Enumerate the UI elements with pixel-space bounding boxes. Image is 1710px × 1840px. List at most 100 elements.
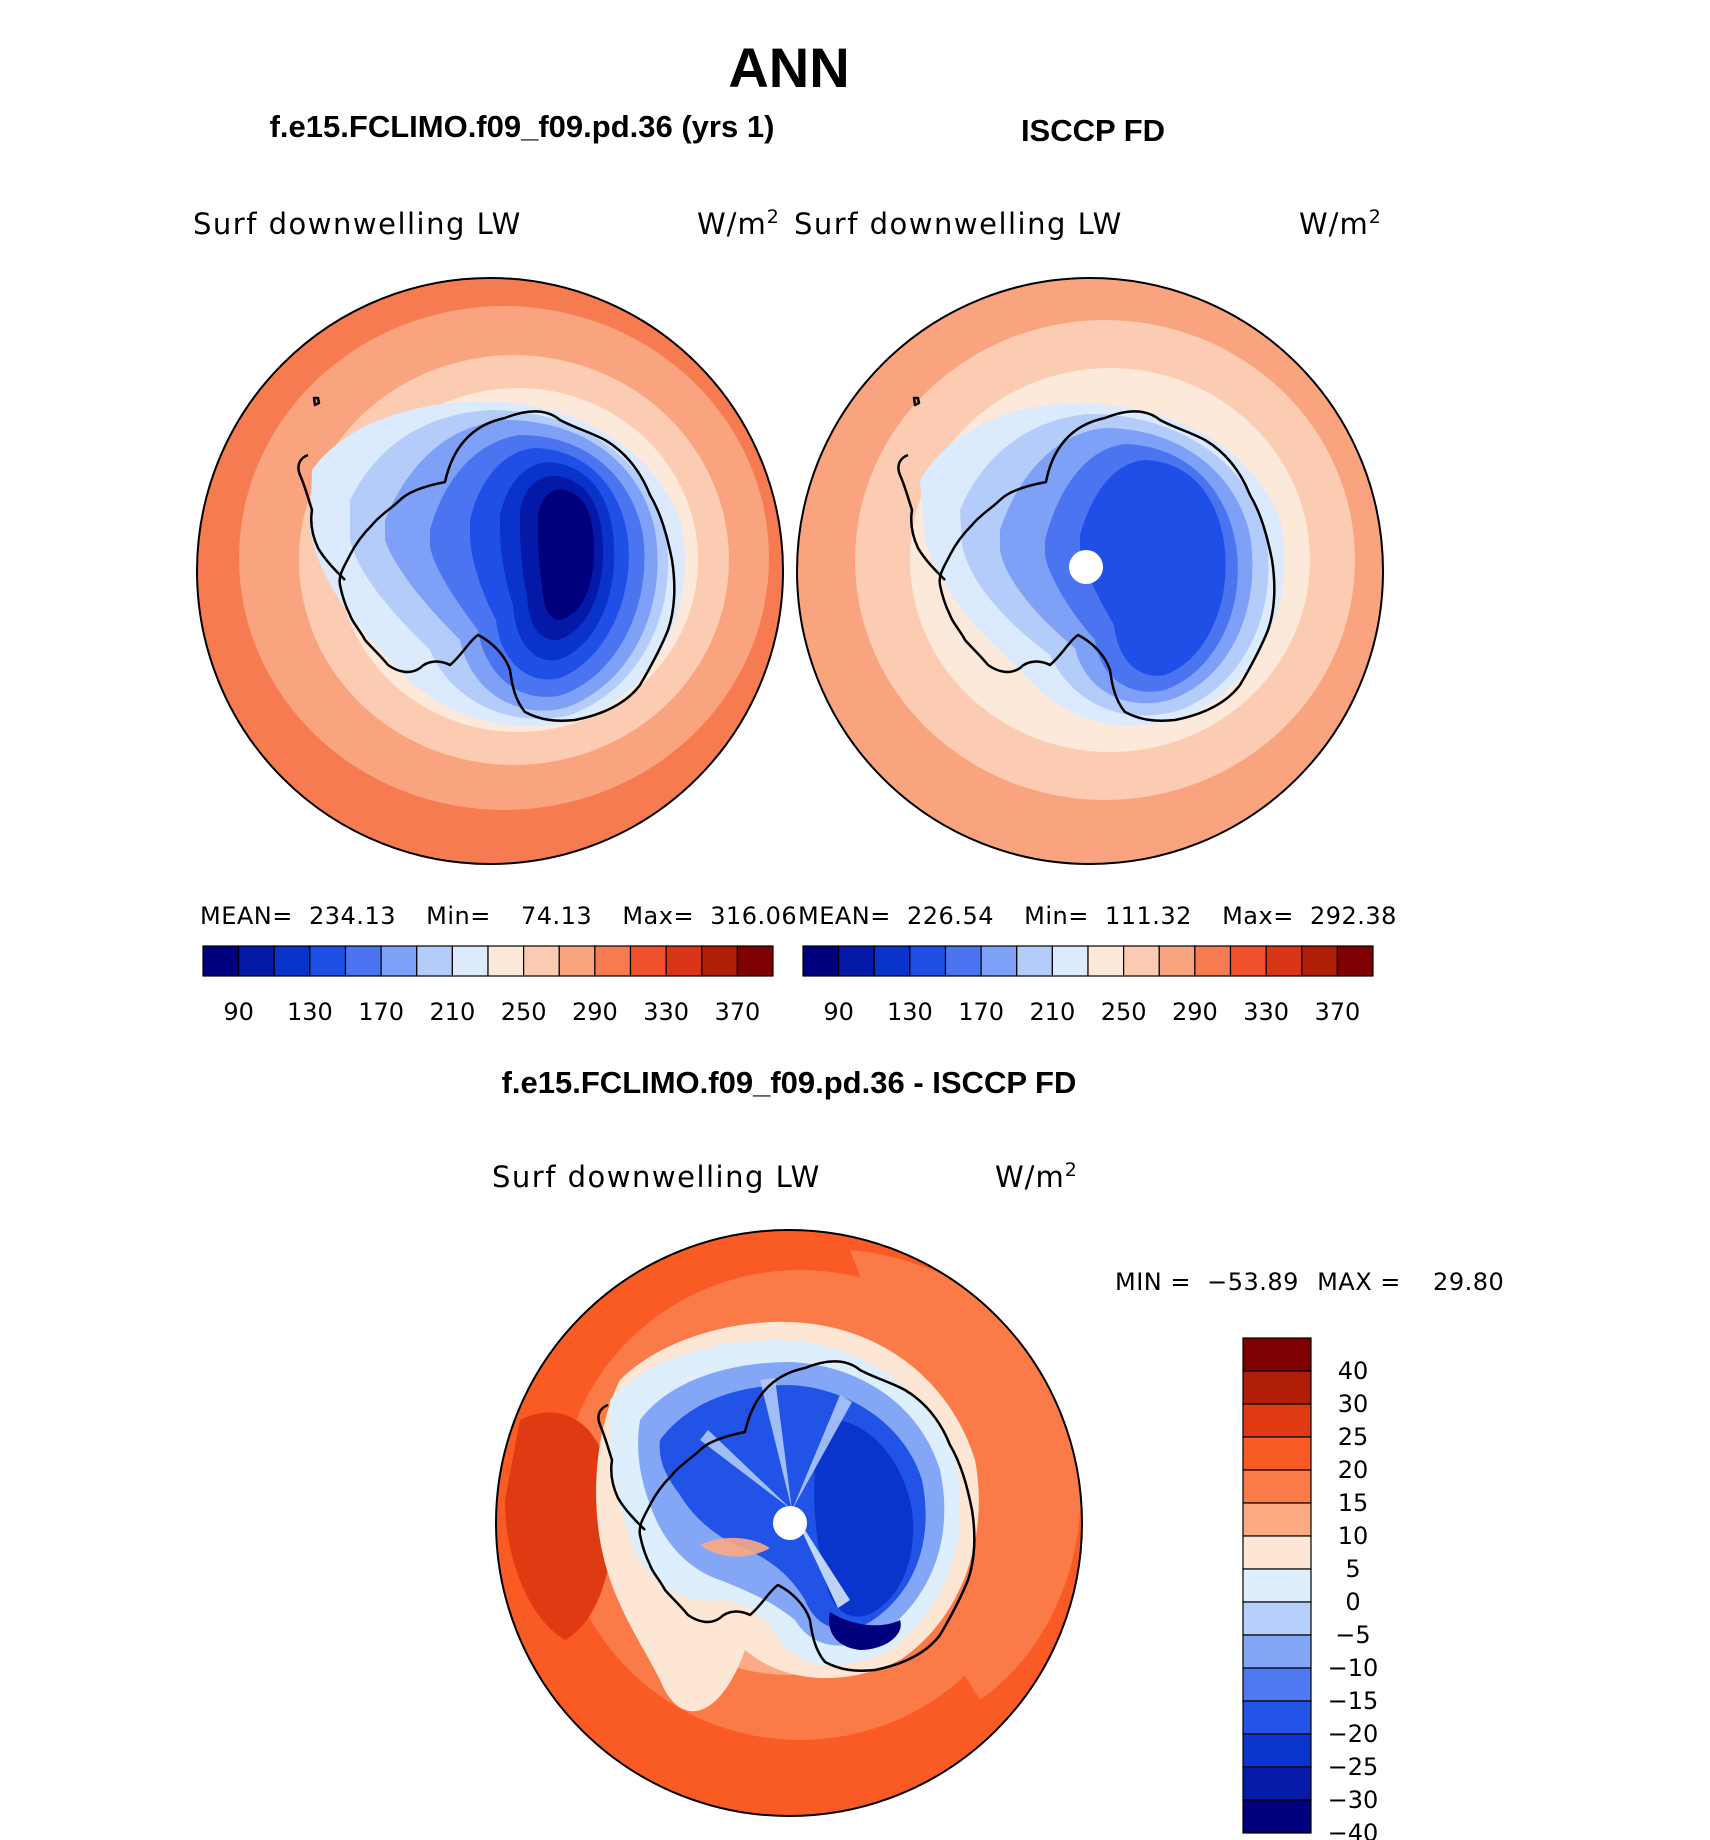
colorbar-obs-label: 370 [1314, 998, 1360, 1026]
colorbar-diff-label: −15 [1328, 1687, 1379, 1715]
colorbar-obs-label: 210 [1029, 998, 1075, 1026]
panel-obs-stats: MEAN= 226.54 Min= 111.32 Max= 292.38 [798, 902, 1397, 930]
colorbar-model-box-8 [487, 945, 525, 977]
colorbar-obs-box-9 [1123, 945, 1160, 977]
colorbar-diff-box-7 [1242, 1568, 1312, 1603]
colorbar-diff-box-2 [1242, 1403, 1312, 1438]
colorbar-model: 90 130 170 210 250 290 330 370 [202, 945, 774, 1026]
colorbar-obs-label: 330 [1243, 998, 1289, 1026]
panel-diff-units: W/m2 [995, 1159, 1078, 1194]
colorbar-diff-label: −10 [1328, 1654, 1379, 1682]
colorbar-model-label: 290 [572, 998, 618, 1026]
panel-obs-heading: ISCCP FD [1021, 113, 1165, 148]
map-diff-streak-3 [792, 1510, 850, 1608]
map-obs-island [912, 396, 921, 407]
colorbar-obs-box-13 [1265, 945, 1303, 977]
colorbar-obs-box-12 [1229, 945, 1267, 977]
colorbar-model-box-2 [273, 945, 311, 977]
colorbar-obs-box-3 [909, 945, 947, 977]
colorbar-model-box-9 [523, 945, 560, 977]
colorbar-obs-box-1 [838, 945, 875, 977]
colorbar-obs-box-8 [1087, 945, 1125, 977]
colorbar-diff-label: 30 [1338, 1390, 1369, 1418]
colorbar-diff-box-0 [1242, 1337, 1312, 1372]
map-obs-peninsula [897, 453, 946, 581]
colorbar-diff-box-14 [1242, 1799, 1312, 1834]
colorbar-diff-label: 15 [1338, 1489, 1369, 1517]
colorbar-model-box-13 [665, 945, 703, 977]
panel-diff-heading: f.e15.FCLIMO.f09_f09.pd.36 - ISCCP FD [502, 1065, 1077, 1100]
panel-model-units: W/m2 [697, 206, 780, 241]
colorbar-obs-box-0 [802, 945, 840, 977]
colorbar-model-label: 250 [501, 998, 547, 1026]
colorbar-obs: 90 130 170 210 250 290 330 370 [802, 945, 1374, 1026]
colorbar-obs-label: 250 [1101, 998, 1147, 1026]
colorbar-obs-label: 170 [958, 998, 1004, 1026]
panel-obs: ISCCP FD Surf downwelling LW W/m2 MEAN= … [794, 113, 1397, 1026]
map-diff-peninsula [597, 1403, 646, 1531]
colorbar-diff-box-1 [1242, 1370, 1312, 1405]
colorbar-diff-box-8 [1242, 1601, 1312, 1636]
colorbar-obs-box-6 [1016, 945, 1053, 977]
map-obs-rim [796, 277, 1384, 865]
colorbar-diff-label: 5 [1345, 1555, 1360, 1583]
map-obs [797, 278, 1383, 864]
colorbar-model-box-0 [202, 945, 240, 977]
panel-model-stats: MEAN= 234.13 Min= 74.13 Max= 316.06 [200, 902, 797, 930]
colorbar-diff-label: −5 [1335, 1621, 1370, 1649]
map-diff-rim [495, 1229, 1083, 1817]
colorbar-diff-box-3 [1242, 1436, 1312, 1471]
colorbar-obs-box-14 [1301, 945, 1338, 977]
panel-diff-minmax: MIN = −53.89 MAX = 29.80 [1115, 1268, 1504, 1296]
map-diff-band-west [505, 1412, 613, 1640]
colorbar-model-label: 130 [287, 998, 333, 1026]
colorbar-model-label: 170 [358, 998, 404, 1026]
map-diff-band-neg30 [814, 1420, 914, 1617]
colorbar-obs-box-4 [944, 945, 982, 977]
main-title: ANN [728, 36, 849, 99]
map-diff-streak-5 [700, 1537, 770, 1557]
map-model-coastline [338, 410, 676, 722]
colorbar-diff-label: 25 [1338, 1423, 1369, 1451]
colorbar-diff: 40 30 25 20 15 10 5 0 −5 −10 −15 −20 −25 −30 −40 [1242, 1337, 1379, 1840]
map-obs-coastline [938, 410, 1276, 722]
colorbar-model-box-6 [416, 945, 453, 977]
panel-diff: f.e15.FCLIMO.f09_f09.pd.36 - ISCCP FD Su… [492, 1065, 1504, 1840]
map-diff-streak-1 [760, 1378, 792, 1510]
map-diff-streak-2 [792, 1395, 852, 1510]
colorbar-diff-box-11 [1242, 1700, 1312, 1735]
colorbar-obs-label: 130 [887, 998, 933, 1026]
colorbar-diff-box-5 [1242, 1502, 1312, 1537]
colorbar-model-label: 370 [714, 998, 760, 1026]
panel-diff-variable: Surf downwelling LW [492, 1160, 821, 1194]
map-model-island [312, 396, 321, 407]
colorbar-model-box-4 [344, 945, 382, 977]
colorbar-diff-box-6 [1242, 1535, 1312, 1570]
map-model-rim [196, 277, 784, 865]
colorbar-diff-box-12 [1242, 1733, 1312, 1768]
map-diff-band-neg40 [829, 1612, 901, 1650]
colorbar-diff-box-4 [1242, 1469, 1312, 1504]
colorbar-diff-label: −20 [1328, 1720, 1379, 1748]
colorbar-diff-label: 20 [1338, 1456, 1369, 1484]
map-obs-pole-hole [1069, 550, 1103, 584]
map-diff-coastline [638, 1360, 976, 1672]
map-model-band-90 [538, 489, 594, 620]
map-model [197, 278, 783, 864]
colorbar-obs-label: 90 [823, 998, 854, 1026]
map-obs-band-150 [1080, 460, 1226, 676]
colorbar-diff-label: 0 [1345, 1588, 1360, 1616]
panel-obs-variable: Surf downwelling LW [794, 207, 1123, 241]
panel-model-variable: Surf downwelling LW [193, 207, 522, 241]
panel-model-heading: f.e15.FCLIMO.f09_f09.pd.36 (yrs 1) [270, 109, 775, 144]
map-diff-pole-hole [773, 1506, 807, 1540]
colorbar-obs-box-7 [1051, 945, 1089, 977]
colorbar-obs-label: 290 [1172, 998, 1218, 1026]
colorbar-diff-box-13 [1242, 1766, 1312, 1801]
colorbar-model-box-3 [309, 945, 347, 977]
colorbar-obs-box-2 [873, 945, 911, 977]
colorbar-diff-label: 40 [1338, 1357, 1369, 1385]
colorbar-obs-box-11 [1194, 945, 1232, 977]
colorbar-obs-box-15 [1336, 945, 1374, 977]
